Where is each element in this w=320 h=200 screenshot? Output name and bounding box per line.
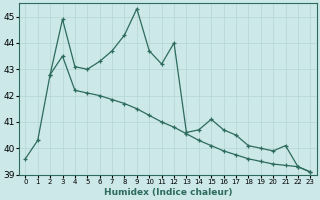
X-axis label: Humidex (Indice chaleur): Humidex (Indice chaleur): [104, 188, 232, 197]
